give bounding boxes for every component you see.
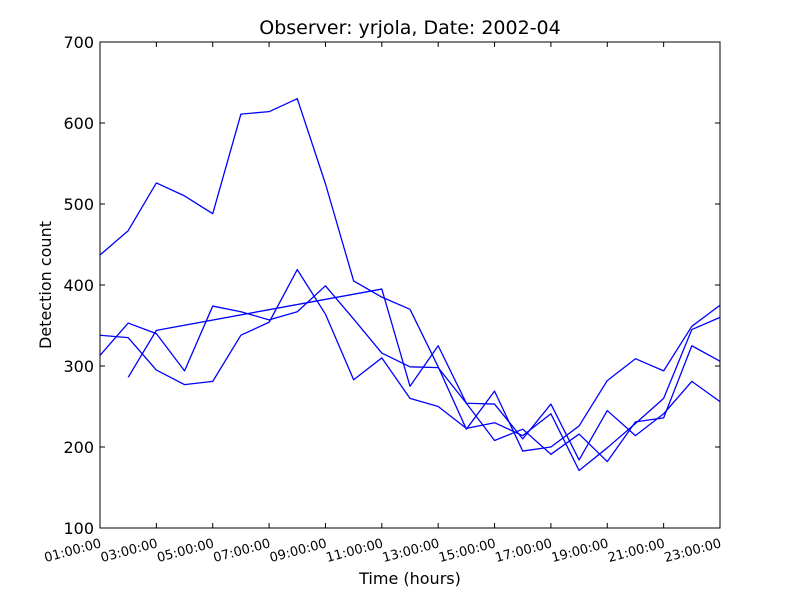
y-tick-label: 200 bbox=[63, 438, 94, 457]
y-axis: 100 200 300 400 500 600 700 bbox=[63, 33, 720, 538]
x-axis-label: Time (hours) bbox=[358, 569, 461, 588]
series-line-3 bbox=[99, 285, 721, 463]
y-tick-label: 700 bbox=[63, 33, 94, 52]
y-axis-label: Detection count bbox=[36, 221, 55, 349]
series-line-1 bbox=[99, 98, 721, 452]
y-tick-label: 400 bbox=[63, 276, 94, 295]
y-tick-label: 500 bbox=[63, 195, 94, 214]
y-tick-label: 300 bbox=[63, 357, 94, 376]
series-line-2 bbox=[99, 268, 721, 472]
y-tick-label: 600 bbox=[63, 114, 94, 133]
series-layer bbox=[99, 98, 721, 472]
y-tick-label: 100 bbox=[63, 519, 94, 538]
chart-title: Observer: yrjola, Date: 2002-04 bbox=[259, 17, 560, 39]
series-line-4 bbox=[127, 288, 721, 461]
